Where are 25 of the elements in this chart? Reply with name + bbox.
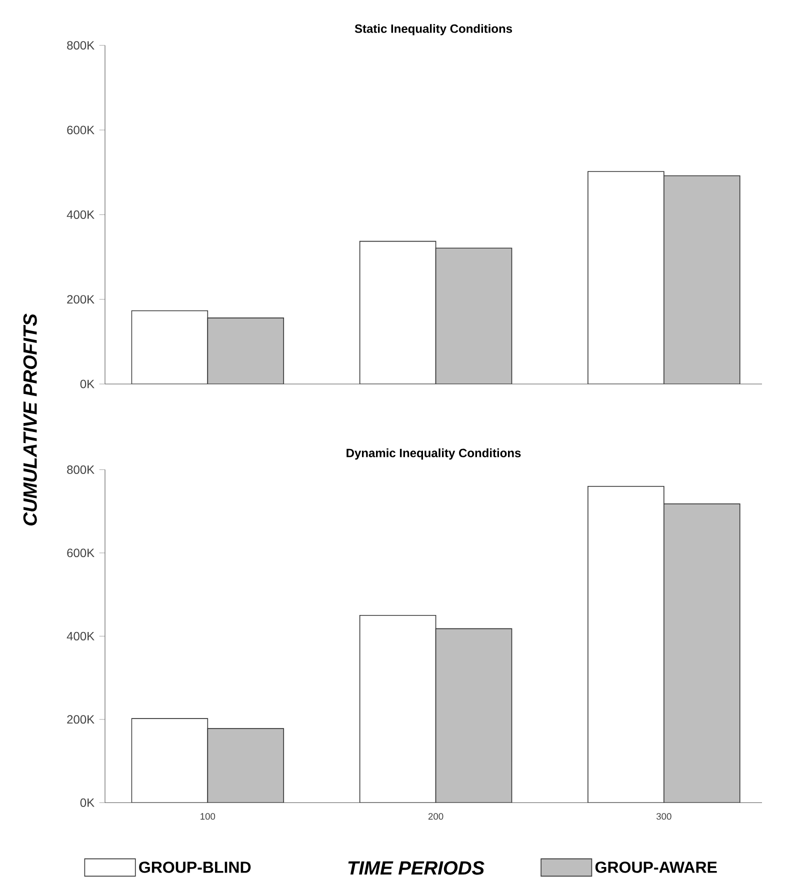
- x-tick-label: 100: [200, 813, 216, 820]
- y-tick-label: 0K: [80, 380, 94, 388]
- y-tick-label: 200K: [67, 295, 94, 304]
- y-tick-label: 800K: [67, 465, 94, 474]
- bar: [664, 175, 740, 384]
- y-tick-label: 400K: [66, 210, 94, 219]
- legend-label: GROUP-BLIND: [139, 862, 251, 873]
- bar: [435, 248, 512, 384]
- legend-label: GROUP-AWARE: [595, 862, 717, 873]
- bar: [207, 318, 284, 384]
- y-tick-label: 200K: [67, 715, 94, 724]
- chart-title: Dynamic Inequality Conditions: [346, 448, 521, 460]
- chart-title: Static Inequality Conditions: [354, 24, 512, 36]
- bar: [664, 503, 740, 803]
- y-tick-label: 400K: [66, 632, 94, 640]
- y-tick-label: 600K: [67, 548, 94, 558]
- bar: [435, 628, 512, 803]
- y-tick-label: 800K: [67, 41, 94, 50]
- y-tick-label: 600K: [67, 126, 94, 134]
- y-tick-label: 0K: [80, 798, 94, 807]
- x-tick-label: 300: [656, 813, 672, 820]
- x-axis-title: TIME PERIODS: [348, 861, 484, 875]
- y-axis-title: CUMULATIVE PROFITS: [23, 314, 37, 526]
- bar: [207, 728, 284, 803]
- x-tick-label: 200: [428, 813, 444, 820]
